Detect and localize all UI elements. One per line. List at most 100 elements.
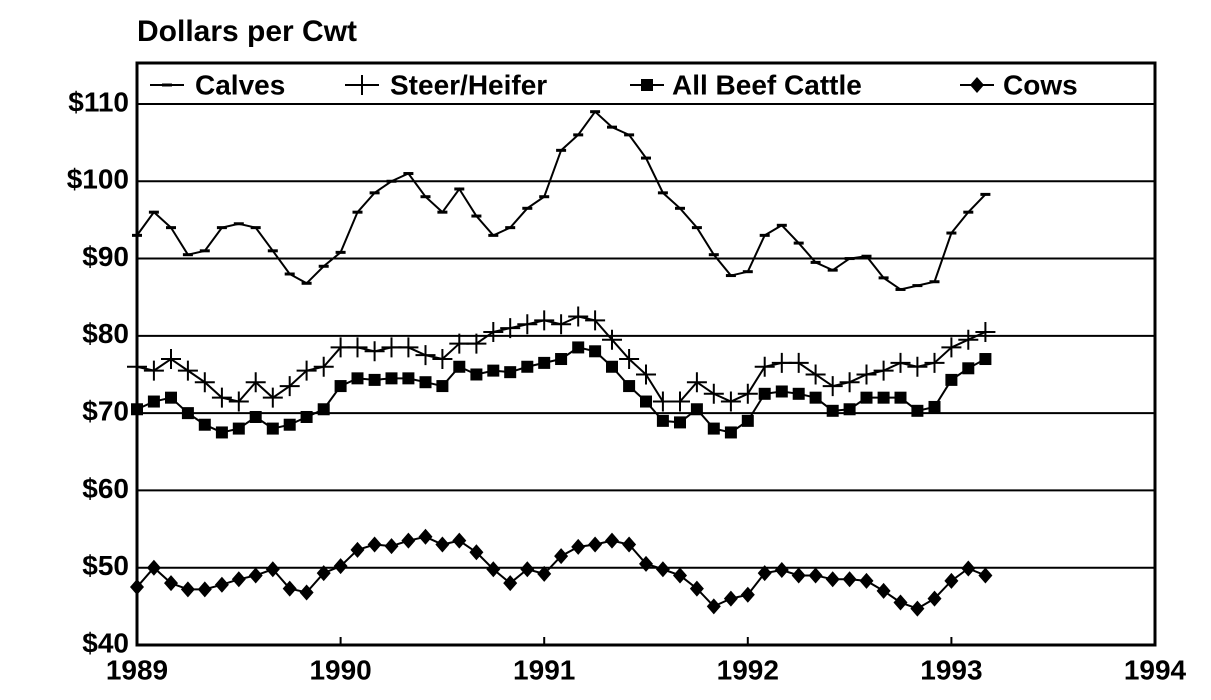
point-marker: [826, 404, 839, 417]
x-tick-label: 1990: [309, 654, 371, 685]
point-marker: [962, 362, 975, 375]
point-marker: [385, 372, 398, 385]
point-marker: [317, 403, 330, 416]
point-marker: [656, 414, 669, 427]
point-marker: [856, 364, 877, 385]
point-marker: [534, 310, 555, 331]
y-tick-label: $80: [82, 318, 129, 349]
legend-label: Cows: [1003, 69, 1078, 100]
point-marker: [146, 559, 161, 576]
point-marker: [466, 333, 487, 354]
point-marker: [605, 360, 618, 373]
legend-label: All Beef Cattle: [672, 69, 862, 100]
legend-label: Steer/Heifer: [390, 69, 547, 100]
point-marker: [165, 391, 178, 404]
point-marker: [231, 571, 246, 588]
point-marker: [805, 364, 826, 385]
point-marker: [877, 391, 890, 404]
point-marker: [161, 349, 182, 370]
point-marker: [639, 555, 653, 572]
point-marker: [521, 360, 534, 373]
point-marker: [130, 579, 144, 596]
point-marker: [924, 352, 945, 373]
point-marker: [788, 352, 809, 373]
point-marker: [503, 575, 518, 592]
point-marker: [979, 353, 992, 366]
point-marker: [622, 536, 637, 553]
point-marker: [211, 387, 232, 408]
point-marker: [978, 567, 993, 584]
point-marker: [198, 418, 211, 431]
point-marker: [720, 391, 741, 412]
y-tick-label: $40: [82, 627, 129, 658]
point-marker: [504, 366, 517, 379]
point-marker: [402, 372, 415, 385]
point-marker: [435, 536, 450, 553]
point-marker: [589, 345, 602, 358]
point-marker: [266, 422, 279, 435]
point-marker: [723, 590, 738, 607]
point-marker: [500, 318, 521, 339]
point-marker: [248, 567, 263, 584]
point-marker: [876, 582, 891, 599]
x-tick-label: 1992: [717, 654, 779, 685]
point-marker: [911, 404, 924, 417]
point-marker: [754, 356, 775, 377]
point-marker: [724, 426, 737, 439]
point-marker: [228, 391, 249, 412]
point-marker: [771, 352, 792, 373]
point-marker: [910, 600, 925, 617]
point-marker: [367, 536, 382, 553]
point-marker: [334, 380, 347, 393]
point-marker: [944, 572, 959, 589]
point-marker: [975, 321, 996, 342]
y-tick-label: $60: [82, 473, 129, 504]
point-marker: [859, 572, 874, 589]
point-marker: [619, 349, 640, 370]
point-marker: [690, 403, 703, 416]
y-tick-label: $110: [68, 86, 129, 117]
point-marker: [265, 561, 280, 578]
point-marker: [418, 528, 433, 545]
point-marker: [127, 356, 147, 377]
legend-marker: [352, 75, 372, 95]
point-marker: [215, 426, 228, 439]
point-marker: [740, 586, 755, 603]
point-marker: [368, 373, 381, 386]
point-marker: [703, 383, 724, 404]
series-line: [136, 535, 986, 610]
point-marker: [808, 567, 823, 584]
point-marker: [572, 341, 585, 354]
point-marker: [486, 561, 501, 578]
point-marker: [143, 360, 164, 381]
point-marker: [214, 576, 229, 593]
point-marker: [585, 310, 606, 331]
point-marker: [453, 360, 466, 373]
point-marker: [537, 565, 552, 582]
point-marker: [350, 541, 365, 558]
point-marker: [775, 385, 788, 398]
point-marker: [147, 395, 160, 408]
point-marker: [452, 532, 467, 549]
point-marker: [279, 376, 300, 397]
x-tick-label: 1991: [513, 654, 575, 685]
point-marker: [419, 376, 432, 389]
point-marker: [601, 329, 622, 350]
point-marker: [381, 337, 402, 358]
point-marker: [313, 356, 334, 377]
point-marker: [384, 538, 399, 555]
point-marker: [707, 422, 720, 435]
point-marker: [517, 314, 538, 335]
point-marker: [262, 387, 283, 408]
point-marker: [758, 387, 771, 400]
point-marker: [330, 337, 351, 358]
point-marker: [655, 561, 670, 578]
point-marker: [351, 372, 364, 385]
point-marker: [347, 337, 368, 358]
point-marker: [839, 372, 860, 393]
point-marker: [487, 364, 500, 377]
point-marker: [436, 380, 449, 393]
y-tick-label: $50: [82, 550, 129, 581]
point-marker: [469, 544, 484, 561]
point-marker: [843, 403, 856, 416]
